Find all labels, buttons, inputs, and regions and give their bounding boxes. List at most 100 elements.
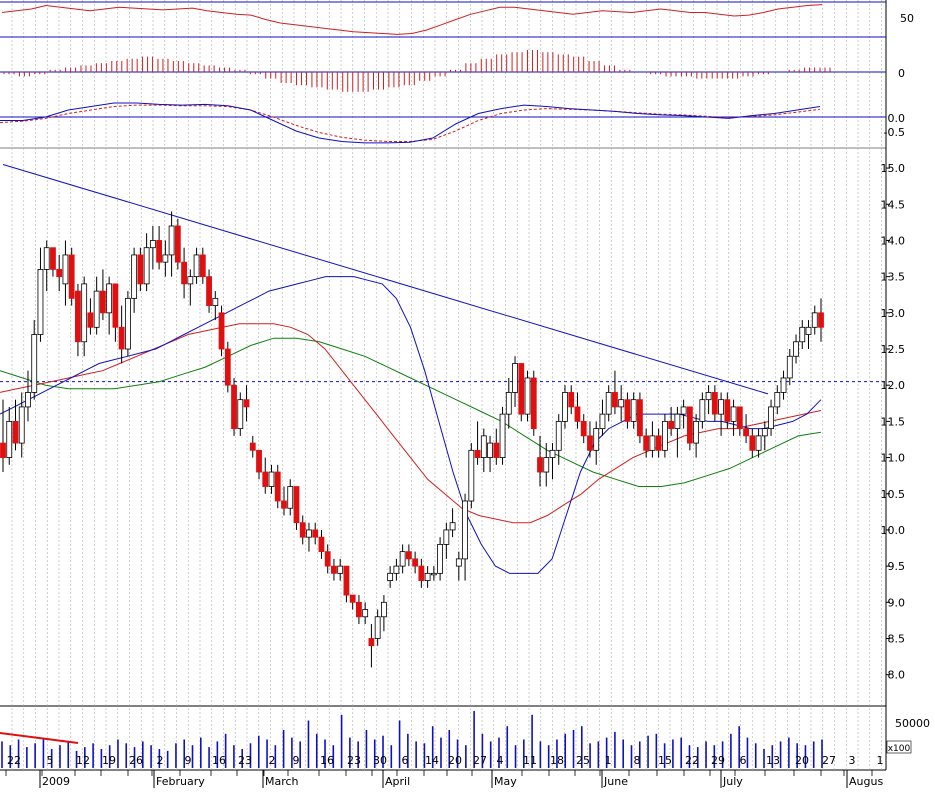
volume-tick-label: 50000	[895, 717, 930, 730]
candle-body	[468, 449, 475, 502]
date-day-label: 3	[849, 754, 856, 767]
candle-body	[31, 334, 38, 393]
candle-body	[699, 399, 706, 422]
date-day-label: 1	[877, 754, 884, 767]
date-day-label: 8	[634, 754, 641, 767]
candle-body	[106, 283, 113, 314]
candle-body	[343, 565, 350, 596]
candle-body	[206, 276, 212, 306]
candle-body	[168, 225, 175, 256]
candle-body	[262, 471, 269, 487]
candle-body	[131, 254, 138, 299]
candle-body	[449, 522, 456, 531]
date-day-label: 27	[822, 754, 836, 767]
month-label: May	[494, 775, 517, 788]
candle-body	[618, 399, 625, 408]
candle-body	[730, 406, 737, 422]
candle-body	[143, 247, 150, 285]
date-day-label: 15	[658, 754, 672, 767]
candle-body	[724, 399, 731, 422]
price-tick-label: 12.5	[881, 343, 906, 356]
candle-body	[393, 565, 400, 574]
candle-body	[543, 457, 550, 473]
date-day-label: 20	[448, 754, 462, 767]
candle-body	[156, 240, 163, 263]
candle-body	[224, 348, 231, 386]
candle-body	[137, 254, 144, 285]
rsi-tick-label: 50	[900, 12, 914, 25]
candle-body	[381, 601, 387, 618]
candle-body	[274, 471, 281, 502]
candle-body	[499, 413, 506, 458]
candle-body	[37, 269, 44, 335]
date-day-label: 27	[473, 754, 487, 767]
candle-body	[412, 558, 419, 567]
date-day-label: 9	[293, 754, 300, 767]
date-day-label: 16	[320, 754, 334, 767]
candle-body	[455, 558, 462, 567]
candle-body	[480, 435, 487, 458]
candle-body	[518, 363, 525, 415]
candle-body	[774, 392, 781, 408]
candle-body	[793, 341, 799, 357]
rsi-line	[1, 4, 823, 35]
volume-unit-label: x100	[888, 744, 911, 754]
candle-body	[674, 413, 681, 430]
macd-tick-label: -0.5	[884, 126, 905, 139]
date-day-label: 5	[47, 754, 54, 767]
date-day-label: 1	[605, 754, 612, 767]
candle-body	[0, 442, 6, 458]
date-day-label: 22	[7, 754, 21, 767]
candle-body	[368, 638, 375, 647]
candle-body	[256, 449, 262, 473]
candle-body	[818, 312, 824, 328]
price-tick-label: 10.0	[881, 524, 906, 537]
date-day-label: 6	[402, 754, 409, 767]
descending-trendline	[2, 163, 769, 395]
month-label: April	[385, 775, 410, 788]
date-day-label: 2	[269, 754, 276, 767]
candle-body	[349, 594, 356, 603]
candle-body	[686, 406, 693, 444]
date-day-label: 12	[76, 754, 90, 767]
candle-body	[799, 326, 806, 343]
date-day-label: 22	[685, 754, 699, 767]
candle-body	[474, 449, 481, 458]
candle-body	[68, 254, 75, 299]
candle-body	[443, 529, 450, 545]
candle-body	[537, 457, 543, 473]
candle-body	[555, 420, 562, 451]
candle-body	[25, 392, 31, 408]
date-day-label: 23	[347, 754, 361, 767]
candle-body	[736, 406, 743, 430]
candle-body	[630, 399, 637, 422]
candle-body	[749, 435, 756, 451]
candle-body	[530, 377, 537, 430]
candle-body	[312, 529, 319, 538]
candle-body	[418, 565, 425, 581]
candle-body	[624, 399, 631, 422]
candle-body	[212, 297, 219, 306]
candle-body	[562, 392, 568, 422]
candle-body	[124, 297, 131, 350]
candle-body	[6, 420, 13, 458]
month-label: 2009	[42, 775, 70, 788]
moving-average-long	[0, 337, 822, 487]
candle-body	[318, 536, 325, 553]
candle-body	[218, 312, 225, 350]
candle-body	[149, 240, 156, 249]
date-day-label: 2	[157, 754, 164, 767]
candle-body	[593, 428, 600, 451]
price-tick-label: 11.0	[881, 452, 906, 465]
price-tick-label: 13.5	[881, 271, 906, 284]
date-day-label: 19	[102, 754, 116, 767]
candle-body	[62, 254, 69, 285]
candle-body	[761, 428, 768, 437]
macd-signal-line	[0, 104, 821, 142]
candle-body	[249, 442, 256, 451]
date-day-label: 18	[550, 754, 564, 767]
candle-body	[680, 406, 687, 415]
moving-average-mid	[0, 323, 822, 524]
candle-body	[174, 225, 181, 263]
